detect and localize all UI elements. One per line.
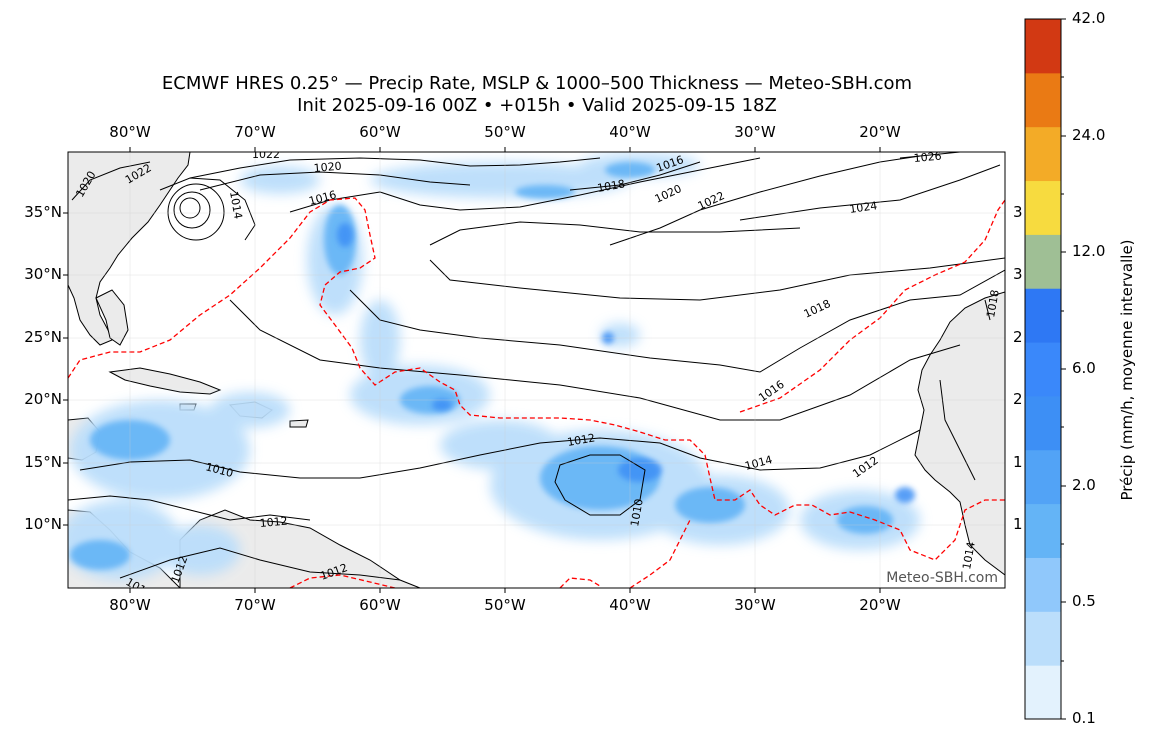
lat-label: 20°N [24, 390, 62, 408]
lon-label-top: 80°W [109, 123, 151, 141]
lat-label: 25°N [24, 328, 62, 346]
right-edge-fragment: 3 [1013, 203, 1023, 221]
colorbar-segment [1025, 395, 1061, 451]
colorbar-tick-label: 42.0 [1072, 9, 1106, 27]
right-edge-fragment: 3 [1013, 265, 1023, 283]
colorbar-tick-label: 12.0 [1072, 242, 1106, 260]
map-title: ECMWF HRES 0.25° — Precip Rate, MSLP & 1… [161, 73, 913, 94]
isobar-label: 1018 [596, 177, 626, 195]
colorbar-label: Précip (mm/h, moyenne intervalle) [1118, 239, 1136, 501]
lon-label-bottom: 80°W [109, 596, 151, 614]
florida-land [95, 289, 129, 346]
colorbar-tick-label: 0.1 [1072, 709, 1096, 727]
colorbar-segment [1025, 126, 1061, 182]
colorbar-tick-label: 6.0 [1072, 359, 1096, 377]
isobar-label: 1026 [913, 150, 942, 165]
lon-label-bottom: 40°W [609, 596, 651, 614]
colorbar-segment [1025, 180, 1061, 235]
right-edge-fragment: 1 [1013, 453, 1023, 471]
north-america-land [68, 152, 191, 346]
lon-label-bottom: 70°W [234, 596, 276, 614]
precipitation-field [68, 153, 920, 580]
isobar-label: 1022 [252, 148, 280, 161]
colorbar-segment [1025, 449, 1061, 505]
lon-label-top: 40°W [609, 123, 651, 141]
lon-label-top: 30°W [734, 123, 776, 141]
colorbar-segment [1025, 665, 1061, 720]
lat-label: 30°N [24, 265, 62, 283]
isobar-label: 1012 [259, 515, 288, 530]
lon-label-bottom: 50°W [484, 596, 526, 614]
lat-label: 10°N [24, 515, 62, 533]
colorbar-segment [1025, 72, 1061, 128]
isobar-label: 1024 [849, 199, 879, 216]
colorbar-tick-label: 0.5 [1072, 592, 1096, 610]
right-edge-fragment: 2 [1013, 390, 1023, 408]
colorbar-segment [1025, 342, 1061, 397]
isobars [68, 152, 1005, 581]
colorbar-segment [1025, 557, 1061, 612]
lon-label-top: 50°W [484, 123, 526, 141]
isobar-label: 1020 [313, 160, 342, 175]
colorbar-segment [1025, 288, 1061, 343]
map-frame [67, 151, 1006, 589]
lon-label-bottom: 20°W [859, 596, 901, 614]
thickness-contour [68, 197, 1005, 561]
isobar-label: 1012 [566, 431, 596, 449]
lon-label-bottom: 30°W [734, 596, 776, 614]
lat-label: 35°N [24, 203, 62, 221]
colorbar [1024, 18, 1066, 720]
colorbar-segment [1025, 611, 1061, 666]
cuba-land [108, 367, 222, 395]
colorbar-segment [1025, 503, 1061, 558]
watermark: Meteo-SBH.com [886, 570, 998, 586]
lon-label-top: 20°W [859, 123, 901, 141]
colorbar-tick-label: 2.0 [1072, 476, 1096, 494]
north-africa-land [914, 291, 1005, 576]
right-edge-fragment: 1 [1013, 515, 1023, 533]
right-edge-fragment: 2 [1013, 328, 1023, 346]
colorbar-tick-label: 24.0 [1072, 126, 1106, 144]
lon-label-top: 60°W [359, 123, 401, 141]
map-subtitle: Init 2025-09-16 00Z • +015h • Valid 2025… [297, 95, 777, 116]
lon-label-top: 70°W [234, 123, 276, 141]
colorbar-segment [1025, 19, 1061, 74]
graticule [68, 152, 1005, 588]
puerto-rico-land [289, 419, 309, 428]
isobar-label: 1014 [227, 190, 245, 220]
isobar-label: 1010 [628, 498, 646, 528]
isobar-label: 1018 [984, 289, 1002, 319]
lat-label: 15°N [24, 453, 62, 471]
lon-label-bottom: 60°W [359, 596, 401, 614]
axis-ticks [63, 147, 881, 593]
colorbar-segment [1025, 234, 1061, 289]
isobar-label: 1014 [960, 541, 978, 571]
south-america-land [179, 509, 421, 588]
